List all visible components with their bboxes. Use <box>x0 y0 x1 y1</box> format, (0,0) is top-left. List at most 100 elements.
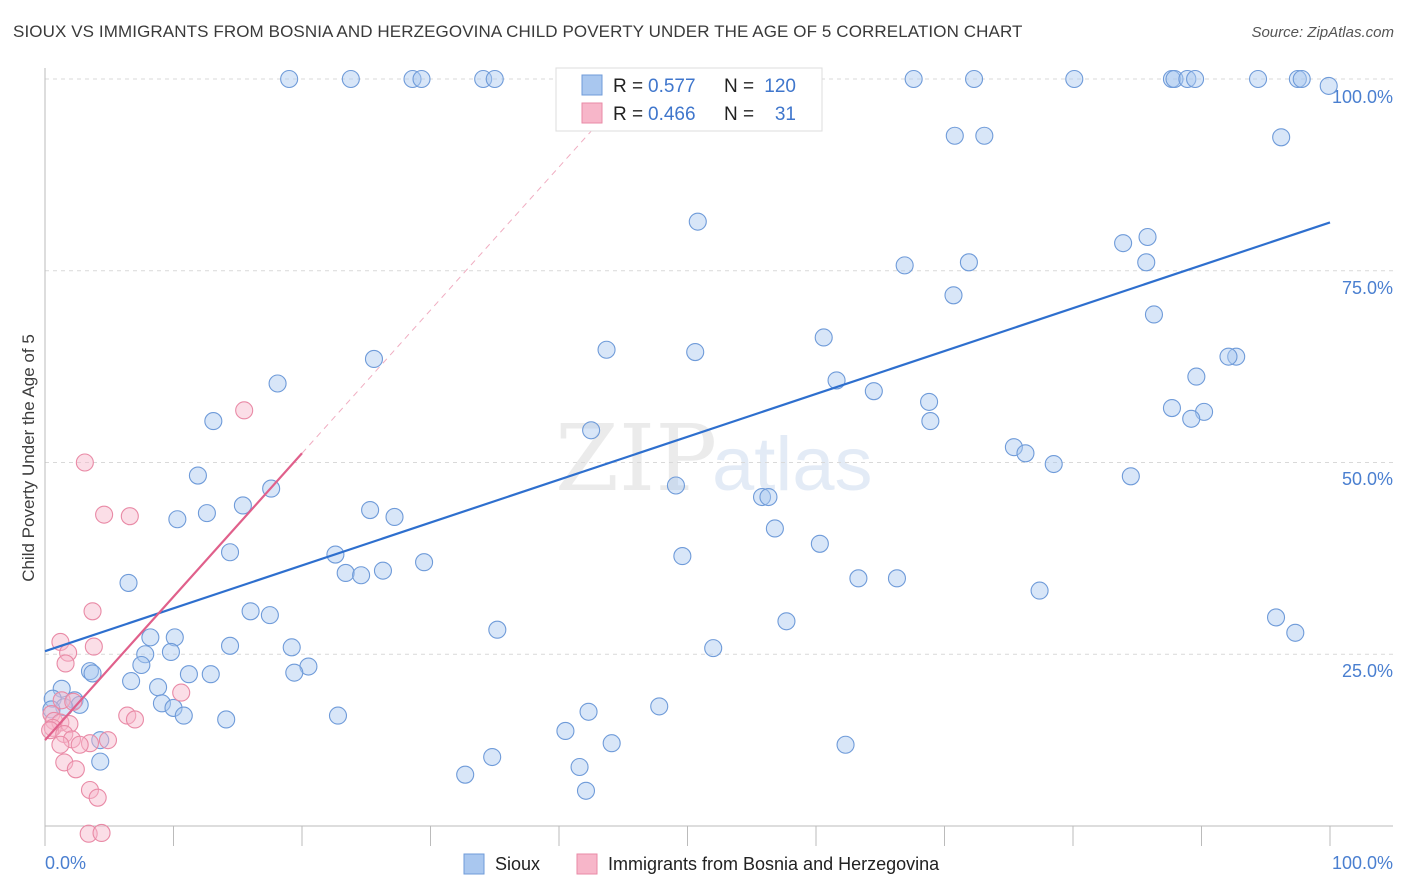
bosnia-point-14 <box>125 710 144 729</box>
sioux-point-47 <box>1016 444 1035 463</box>
sioux-point-53 <box>752 487 772 507</box>
sioux-point-58 <box>168 510 187 529</box>
sioux-point-5 <box>485 69 504 89</box>
sioux-point-23 <box>1138 227 1157 247</box>
y-tick-label-25: 25.0% <box>1342 661 1393 681</box>
sioux-point-22 <box>1114 234 1133 253</box>
sioux-point-29 <box>814 328 833 347</box>
trend-lines <box>44 109 1331 741</box>
sioux-point-100 <box>42 700 61 719</box>
sioux-point-50 <box>188 466 207 485</box>
sioux-point-67 <box>373 561 393 580</box>
sioux-point-74 <box>260 606 279 625</box>
bosnia-point-24 <box>51 735 70 754</box>
x-axis-ticks <box>44 826 1331 846</box>
sioux-point-107 <box>328 706 348 725</box>
series-bosnia-points <box>41 401 254 843</box>
sioux-point-68 <box>352 566 371 585</box>
sioux-point-8 <box>965 69 984 89</box>
legend-n-label-bosnia: N = <box>724 104 754 125</box>
x-tick-label-100: 100.0% <box>1332 853 1393 873</box>
sioux-point-83 <box>704 639 723 658</box>
sioux-point-35 <box>1187 367 1206 386</box>
sioux-point-11 <box>1165 69 1184 89</box>
sioux-point-80 <box>165 628 184 647</box>
sioux-point-110 <box>836 735 855 754</box>
sioux-point-111 <box>91 731 110 750</box>
sioux-point-105 <box>174 706 193 725</box>
bosnia-point-28 <box>80 780 100 800</box>
sioux-point-27 <box>944 286 963 305</box>
sioux-point-15 <box>1288 69 1307 89</box>
bosnia-point-9 <box>172 683 191 702</box>
legend-n-value-bosnia: 31 <box>775 104 796 125</box>
sioux-point-62 <box>220 543 240 562</box>
sioux-point-46 <box>1004 438 1023 457</box>
sioux-point-41 <box>1162 398 1181 418</box>
legend-r-value-sioux: 0.577 <box>648 76 696 97</box>
sioux-point-40 <box>921 412 940 431</box>
sioux-point-26 <box>1137 253 1156 272</box>
bosnia-point-29 <box>88 788 107 807</box>
legend-r-value-bosnia: 0.466 <box>648 104 696 125</box>
legend-r-label-bosnia: R = <box>613 104 643 125</box>
sioux-point-81 <box>282 638 301 657</box>
sioux-point-106 <box>217 710 236 729</box>
series-sioux-points <box>42 69 1338 800</box>
sioux-point-71 <box>119 573 138 592</box>
sioux-point-3 <box>412 69 431 89</box>
sioux-point-65 <box>415 553 434 572</box>
sioux-point-61 <box>810 534 829 553</box>
bosnia-point-31 <box>92 823 111 843</box>
bosnia-point-4 <box>83 602 102 621</box>
sioux-point-13 <box>1186 69 1205 89</box>
sioux-point-85 <box>161 642 180 661</box>
sioux-point-78 <box>488 620 507 639</box>
bosnia-point-0 <box>235 401 254 420</box>
sioux-point-59 <box>385 507 404 527</box>
sioux-point-96 <box>149 678 168 697</box>
y-tick-labels: 25.0% 50.0% 75.0% 100.0% <box>1332 87 1393 681</box>
sioux-point-75 <box>1266 608 1286 627</box>
sioux-point-57 <box>197 504 216 523</box>
legend-swatch-sioux <box>581 74 603 96</box>
sioux-point-28 <box>1144 305 1164 324</box>
sioux-point-33 <box>1227 347 1246 366</box>
bosnia-point-8 <box>56 654 75 673</box>
sioux-point-69 <box>849 569 868 588</box>
sioux-point-37 <box>268 374 287 393</box>
watermark: ZIP atlas <box>555 405 873 512</box>
bosnia-point-1 <box>75 453 94 472</box>
trend-line-bosnia <box>44 452 303 741</box>
sioux-point-9 <box>1065 69 1084 89</box>
sioux-point-88 <box>132 655 151 675</box>
sioux-point-82 <box>220 636 240 655</box>
sioux-point-73 <box>241 602 260 621</box>
sioux-point-0 <box>280 69 299 89</box>
sioux-point-44 <box>204 412 223 431</box>
sioux-point-54 <box>759 487 778 507</box>
y-tick-label-100: 100.0% <box>1332 87 1393 107</box>
sioux-point-16 <box>1292 69 1311 89</box>
sioux-point-77 <box>1286 623 1305 642</box>
sioux-point-43 <box>1182 409 1201 428</box>
sioux-point-55 <box>233 496 252 515</box>
sioux-point-1 <box>341 69 360 89</box>
y-tick-label-75: 75.0% <box>1342 278 1393 298</box>
y-axis-label: Child Poverty Under the Age of 5 <box>19 334 38 582</box>
sioux-point-24 <box>959 253 978 272</box>
bosnia-point-27 <box>66 760 85 779</box>
sioux-point-112 <box>91 752 110 771</box>
sioux-point-72 <box>1030 581 1049 600</box>
sioux-point-76 <box>777 612 796 631</box>
sioux-point-14 <box>1248 69 1268 89</box>
sioux-point-21 <box>688 212 707 231</box>
bosnia-point-30 <box>79 824 98 843</box>
sioux-point-84 <box>136 645 155 664</box>
sioux-point-64 <box>673 547 692 566</box>
chart-title: SIOUX VS IMMIGRANTS FROM BOSNIA AND HERZ… <box>13 22 1023 41</box>
sioux-point-113 <box>483 747 502 767</box>
sioux-point-79 <box>141 628 160 647</box>
sioux-point-39 <box>920 392 939 411</box>
